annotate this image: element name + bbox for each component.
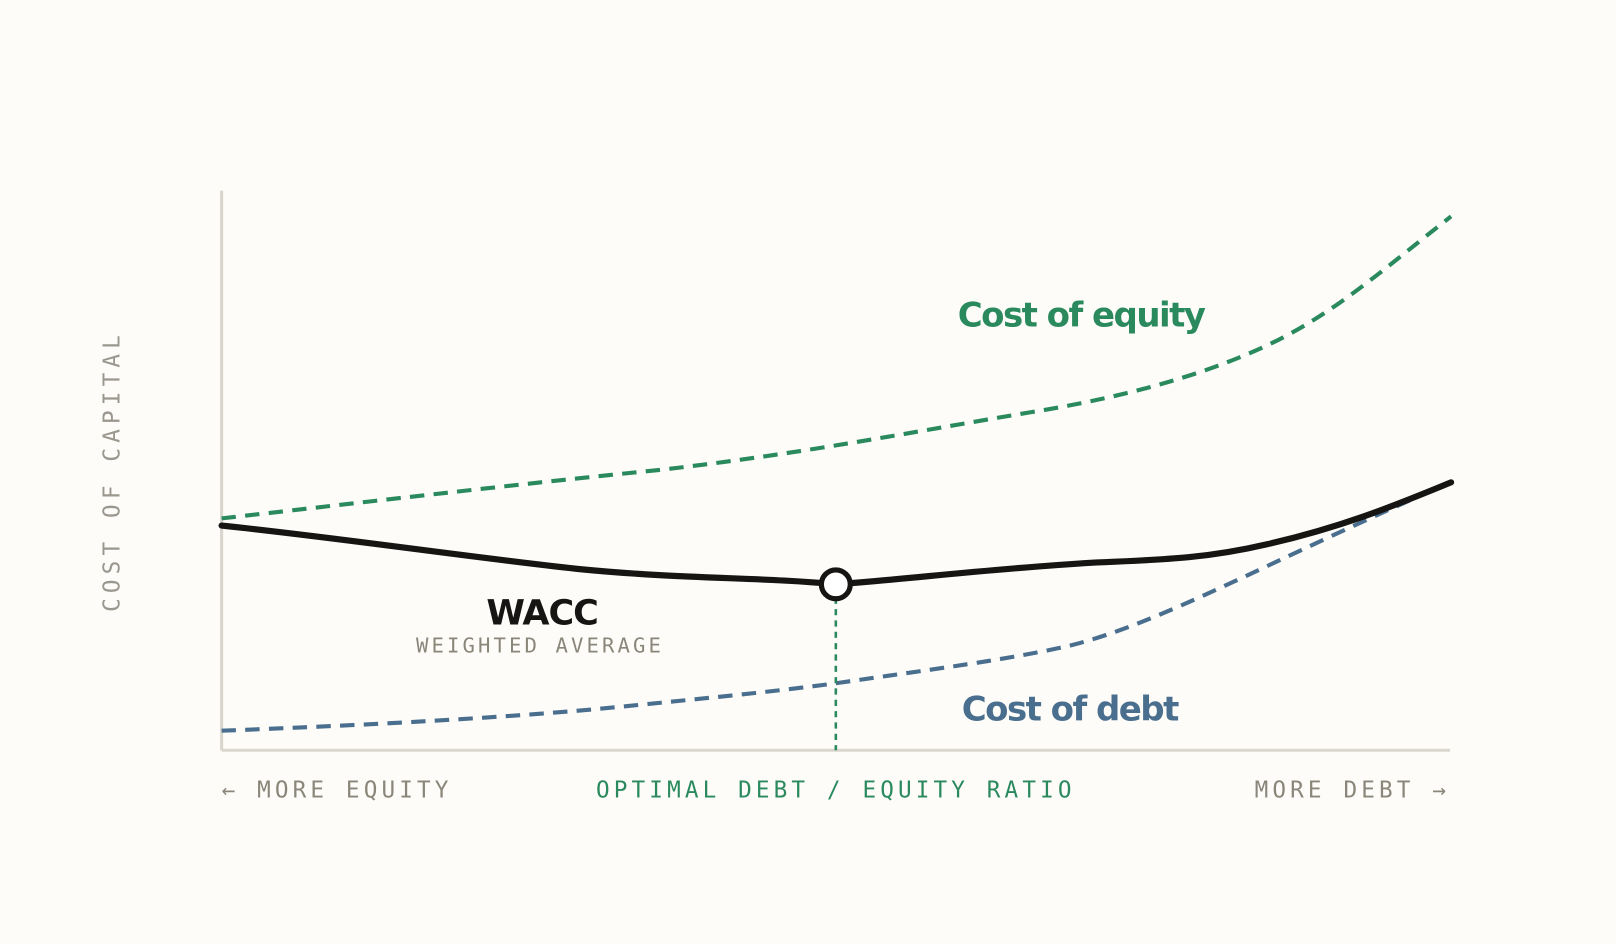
x-axis-center-label: OPTIMAL DEBT / EQUITY RATIO (596, 778, 1076, 804)
wacc-label: WACC (486, 593, 597, 634)
optimal-point (818, 567, 853, 602)
y-axis-label: COST OF CAPITAL (100, 330, 126, 612)
x-axis-right-label: MORE DEBT → (1255, 778, 1450, 804)
debt-label: Cost of debt (962, 689, 1179, 729)
x-axis-left-label: ← MORE EQUITY (222, 778, 453, 804)
wacc-subtitle: WEIGHTED AVERAGE (416, 633, 664, 657)
equity-label: Cost of equity (958, 296, 1206, 336)
wacc-curve (218, 479, 1455, 588)
